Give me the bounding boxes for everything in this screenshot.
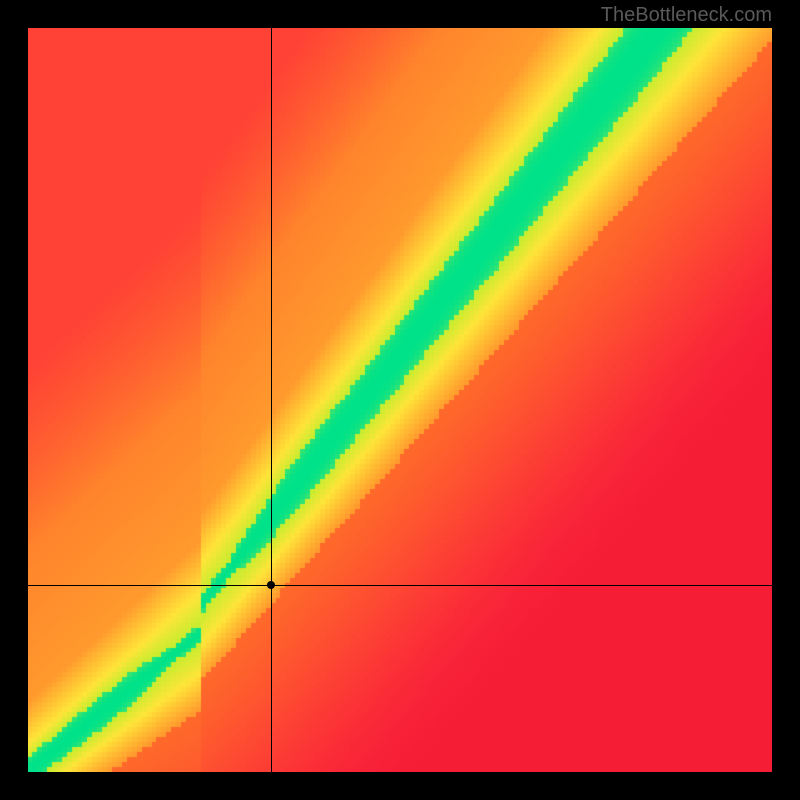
watermark-text: TheBottleneck.com (601, 4, 772, 27)
plot-frame (28, 28, 772, 772)
bottleneck-heatmap (28, 28, 772, 772)
crosshair-horizontal (28, 585, 772, 586)
crosshair-vertical (271, 28, 272, 772)
selection-marker (267, 581, 275, 589)
